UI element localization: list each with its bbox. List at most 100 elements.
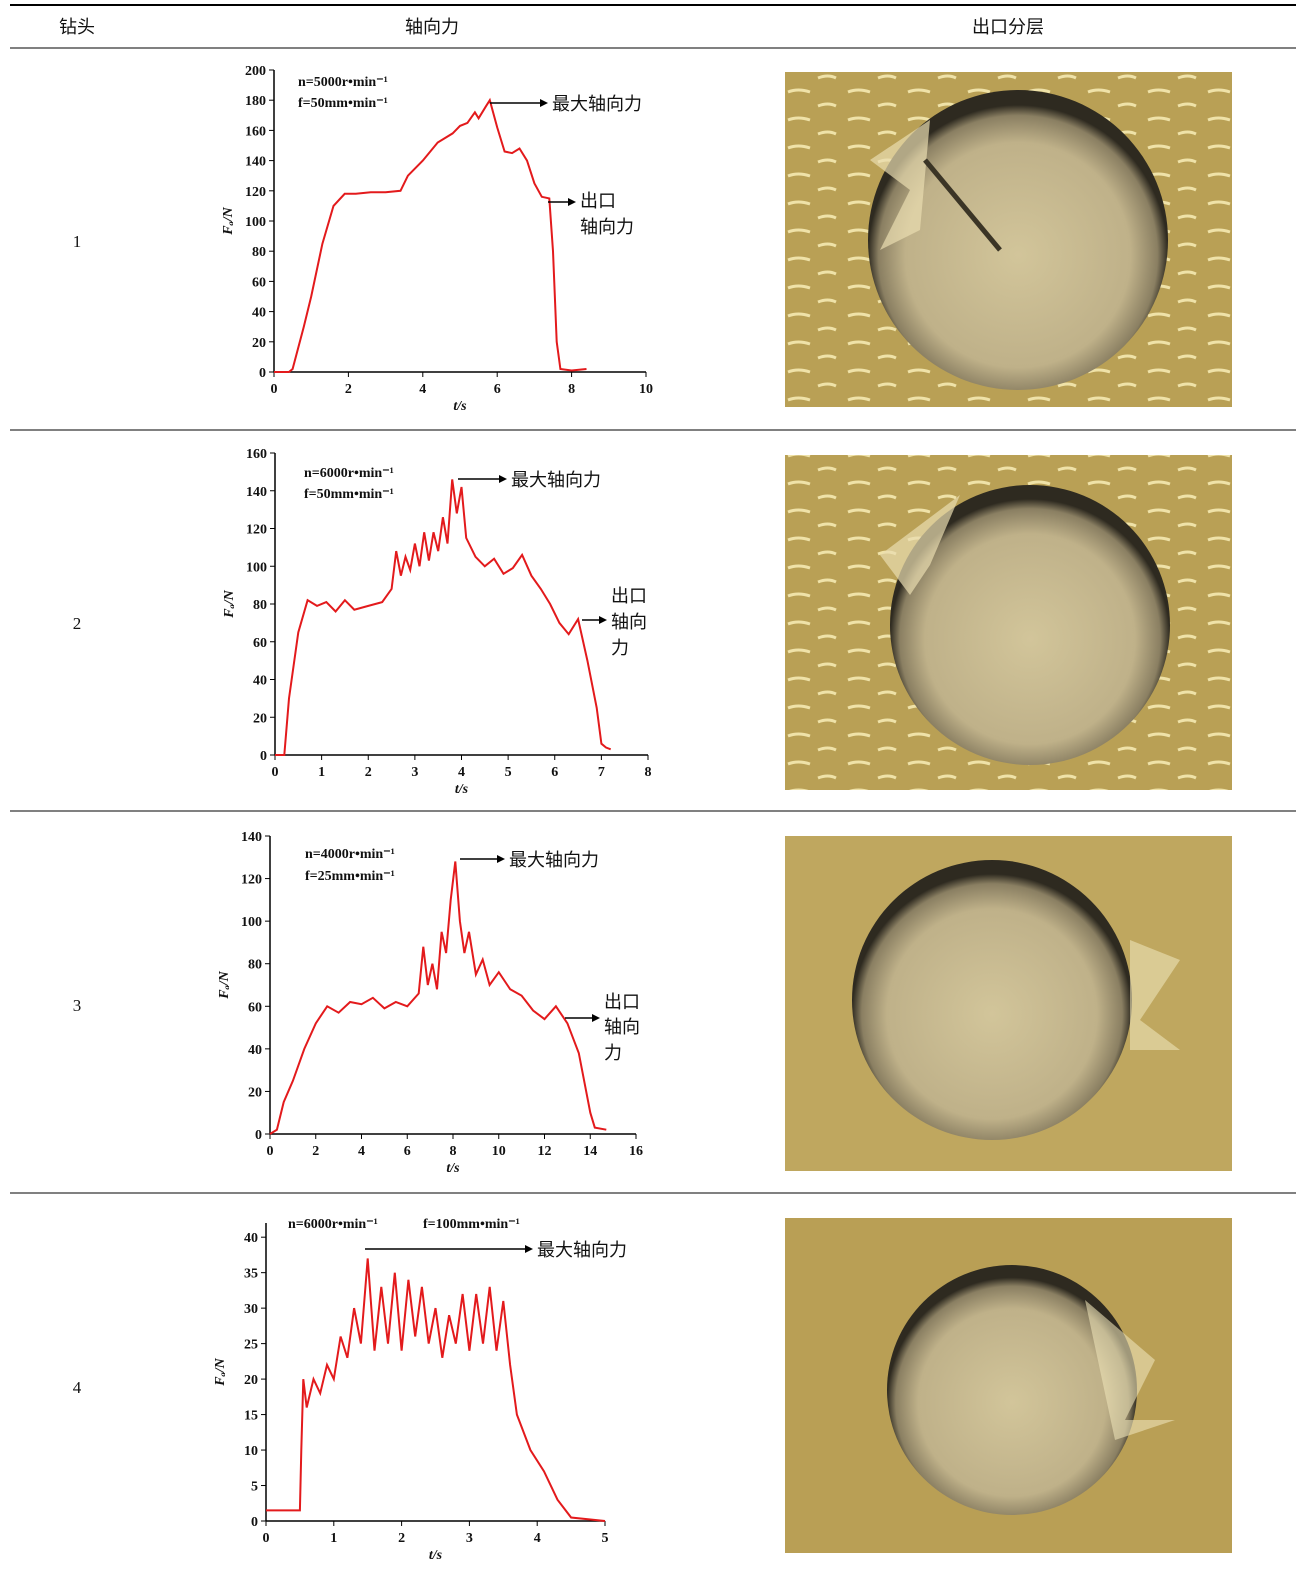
parameter-label: n=4000r•min⁻¹: [305, 847, 395, 862]
x-tick-label: 0: [267, 1144, 274, 1159]
x-tick-label: 5: [602, 1531, 609, 1546]
y-tick-label: 40: [253, 674, 267, 689]
x-tick-label: 3: [466, 1531, 473, 1546]
x-tick-label: 2: [312, 1144, 319, 1159]
x-tick-label: 6: [551, 765, 558, 780]
y-axis-label: Fₐ/N: [213, 1357, 228, 1386]
y-tick-label: 0: [251, 1515, 258, 1530]
x-axis-label: t/s: [453, 399, 467, 414]
exit-force-label: 出口: [580, 191, 616, 211]
max-force-label: 最大轴向力: [552, 94, 642, 114]
x-tick-label: 2: [345, 382, 352, 397]
parameter-label: f=50mm•min⁻¹: [304, 487, 394, 502]
x-tick-label: 6: [404, 1144, 411, 1159]
exit-photo: [785, 1218, 1232, 1553]
y-axis-label: Fₐ/N: [222, 589, 237, 618]
parameter-label: n=6000r•min⁻¹: [304, 466, 394, 481]
x-tick-label: 8: [568, 382, 575, 397]
y-tick-label: 100: [245, 215, 266, 230]
parameter-label: f=50mm•min⁻¹: [298, 96, 388, 111]
y-tick-label: 80: [248, 958, 262, 973]
force-line: [270, 862, 606, 1135]
y-tick-label: 120: [241, 873, 262, 888]
y-tick-label: 25: [244, 1338, 258, 1353]
y-tick-label: 10: [244, 1444, 258, 1459]
header: 钻头: [59, 17, 95, 37]
x-tick-label: 0: [263, 1531, 270, 1546]
y-tick-label: 40: [244, 1231, 258, 1246]
x-tick-label: 2: [365, 765, 372, 780]
y-tick-label: 5: [251, 1480, 258, 1495]
x-tick-label: 12: [538, 1144, 552, 1159]
y-tick-label: 60: [252, 275, 266, 290]
exit-force-label: 轴向: [611, 612, 647, 632]
y-axis-label: Fₐ/N: [217, 970, 232, 999]
max-force-label: 最大轴向力: [537, 1240, 627, 1260]
x-tick-label: 8: [450, 1144, 457, 1159]
y-tick-label: 140: [245, 155, 266, 170]
exit-force-label: 出口: [611, 586, 647, 606]
arrow-head: [499, 475, 507, 483]
x-tick-label: 4: [534, 1531, 541, 1546]
x-tick-label: 10: [639, 382, 653, 397]
exit-force-label: 力: [604, 1043, 622, 1063]
y-tick-label: 60: [248, 1000, 262, 1015]
force-line: [275, 479, 611, 755]
x-tick-label: 5: [505, 765, 512, 780]
max-force-label: 最大轴向力: [511, 470, 601, 490]
y-tick-label: 0: [259, 366, 266, 381]
y-tick-label: 20: [252, 336, 266, 351]
arrow-head: [599, 616, 607, 624]
x-tick-label: 0: [271, 382, 278, 397]
y-tick-label: 160: [246, 447, 267, 462]
x-tick-label: 6: [494, 382, 501, 397]
y-tick-label: 40: [252, 306, 266, 321]
header: 出口分层: [972, 17, 1044, 37]
x-tick-label: 16: [629, 1144, 643, 1159]
x-tick-label: 7: [598, 765, 605, 780]
y-tick-label: 40: [248, 1043, 262, 1058]
page: 钻头 轴向力 出口分层 1 2 3 4 02040608010012014016…: [0, 0, 1316, 1596]
force-line: [266, 1259, 605, 1522]
force-line: [274, 100, 587, 372]
parameter-label: n=5000r•min⁻¹: [298, 75, 388, 90]
y-tick-label: 180: [245, 94, 266, 109]
y-tick-label: 20: [253, 711, 267, 726]
parameter-label: f=100mm•min⁻¹: [423, 1217, 520, 1232]
x-axis-label: t/s: [455, 782, 469, 797]
y-tick-label: 140: [241, 830, 262, 845]
y-tick-label: 80: [253, 598, 267, 613]
arrow-head: [540, 99, 548, 107]
y-tick-label: 60: [253, 636, 267, 651]
x-tick-label: 1: [318, 765, 325, 780]
x-tick-label: 2: [398, 1531, 405, 1546]
x-tick-label: 0: [272, 765, 279, 780]
arrow-head: [592, 1014, 600, 1022]
drill-id: 4: [73, 1378, 82, 1397]
x-tick-label: 14: [583, 1144, 597, 1159]
exit-force-label: 力: [611, 638, 629, 658]
y-tick-label: 100: [241, 915, 262, 930]
y-tick-label: 80: [252, 245, 266, 260]
y-axis-label: Fₐ/N: [221, 206, 236, 235]
header: 轴向力: [405, 17, 459, 37]
x-tick-label: 1: [330, 1531, 337, 1546]
arrow-head: [525, 1245, 533, 1253]
max-force-label: 最大轴向力: [509, 850, 599, 870]
x-tick-label: 4: [458, 765, 465, 780]
table-figure: 钻头 轴向力 出口分层 1 2 3 4 02040608010012014016…: [0, 0, 1316, 1591]
y-tick-label: 200: [245, 64, 266, 79]
y-tick-label: 120: [245, 185, 266, 200]
exit-force-label: 出口: [604, 992, 640, 1012]
y-tick-label: 20: [248, 1085, 262, 1100]
arrow-head: [568, 198, 576, 206]
exit-photo: [785, 836, 1232, 1171]
x-tick-label: 4: [358, 1144, 365, 1159]
y-tick-label: 20: [244, 1373, 258, 1388]
x-tick-label: 10: [492, 1144, 506, 1159]
parameter-label: n=6000r•min⁻¹: [288, 1217, 378, 1232]
y-tick-label: 120: [246, 523, 267, 538]
x-tick-label: 4: [419, 382, 426, 397]
y-tick-label: 30: [244, 1302, 258, 1317]
x-tick-label: 8: [645, 765, 652, 780]
